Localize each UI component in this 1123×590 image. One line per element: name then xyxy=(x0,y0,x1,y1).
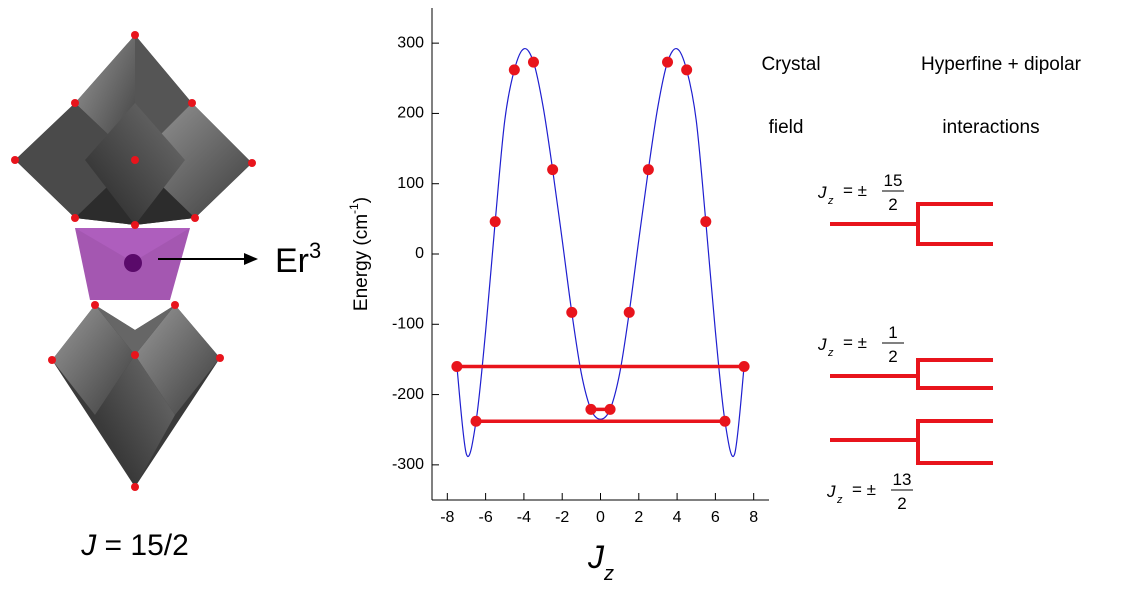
y-tick-label: 100 xyxy=(397,175,424,192)
data-point xyxy=(527,56,539,68)
ion-charge: 3 xyxy=(309,238,321,263)
j-label: J = 15/2 xyxy=(80,529,189,562)
level-diagram xyxy=(830,202,993,465)
x-tick-label: -2 xyxy=(555,509,569,526)
y-title: Energy (cm xyxy=(351,214,372,311)
data-point xyxy=(547,164,559,176)
level-symbol: J xyxy=(817,335,827,354)
y-tick-label: -200 xyxy=(392,386,424,403)
level-symbol: J xyxy=(817,183,827,202)
interactions-label: interactions xyxy=(942,117,1039,138)
x-tick-label: -4 xyxy=(517,509,531,526)
x-tick-label: 8 xyxy=(749,509,758,526)
level-sub: z xyxy=(836,494,843,506)
crystal-label: Crystal xyxy=(761,54,820,75)
fit-curve xyxy=(456,47,745,457)
level-sub: z xyxy=(827,347,834,359)
data-point xyxy=(604,403,616,415)
ion: Er xyxy=(275,242,309,280)
data-point xyxy=(719,415,731,427)
data-point xyxy=(681,64,693,76)
y-tick-label: -300 xyxy=(392,456,424,473)
data-point xyxy=(662,56,674,68)
arrow-head xyxy=(244,253,258,265)
y-tick-label: 0 xyxy=(415,245,424,262)
x-axis-title: Jz xyxy=(587,539,614,585)
level-num: 15 xyxy=(884,171,903,190)
x-tick-label: 0 xyxy=(596,509,605,526)
level-den: 2 xyxy=(888,195,897,214)
x-title: J xyxy=(587,539,605,575)
data-point xyxy=(738,360,750,372)
level-num: 13 xyxy=(893,470,912,489)
level-symbol: J xyxy=(826,482,836,501)
level-eq: = ± xyxy=(852,480,876,499)
ion-label: Er3 xyxy=(275,238,321,280)
x-tick-label: -8 xyxy=(440,509,454,526)
level-eq: = ± xyxy=(843,333,867,352)
level-eq: = ± xyxy=(843,181,867,200)
hyperfine-label: Hyperfine + dipolar xyxy=(921,54,1082,75)
x-tick-label: 4 xyxy=(673,509,682,526)
y-tick-label: 200 xyxy=(397,105,424,122)
y-axis-title: Energy (cm-1) xyxy=(347,197,372,311)
data-point xyxy=(508,64,520,76)
level-sub: z xyxy=(827,195,834,207)
data-point xyxy=(489,216,501,228)
y-title-end: ) xyxy=(351,197,372,203)
data-point xyxy=(585,403,597,415)
polyhedra xyxy=(11,31,256,491)
data-point xyxy=(470,415,482,427)
data-point xyxy=(642,164,654,176)
j-value: = 15/2 xyxy=(96,529,189,562)
y-tick-label: 300 xyxy=(397,34,424,51)
field-label: field xyxy=(769,117,804,138)
level-num: 1 xyxy=(888,323,897,342)
x-title-sub: z xyxy=(603,563,614,585)
x-tick-label: 6 xyxy=(711,509,720,526)
j-symbol: J xyxy=(80,529,97,562)
y-tick-label: -100 xyxy=(392,316,424,333)
data-point xyxy=(566,306,578,318)
level-den: 2 xyxy=(897,494,906,513)
data-point xyxy=(700,216,712,228)
level-den: 2 xyxy=(888,347,897,366)
y-title-sup: -1 xyxy=(347,203,361,214)
data-point xyxy=(451,360,463,372)
data-point xyxy=(623,306,635,318)
x-tick-label: -6 xyxy=(478,509,492,526)
x-tick-label: 2 xyxy=(634,509,643,526)
